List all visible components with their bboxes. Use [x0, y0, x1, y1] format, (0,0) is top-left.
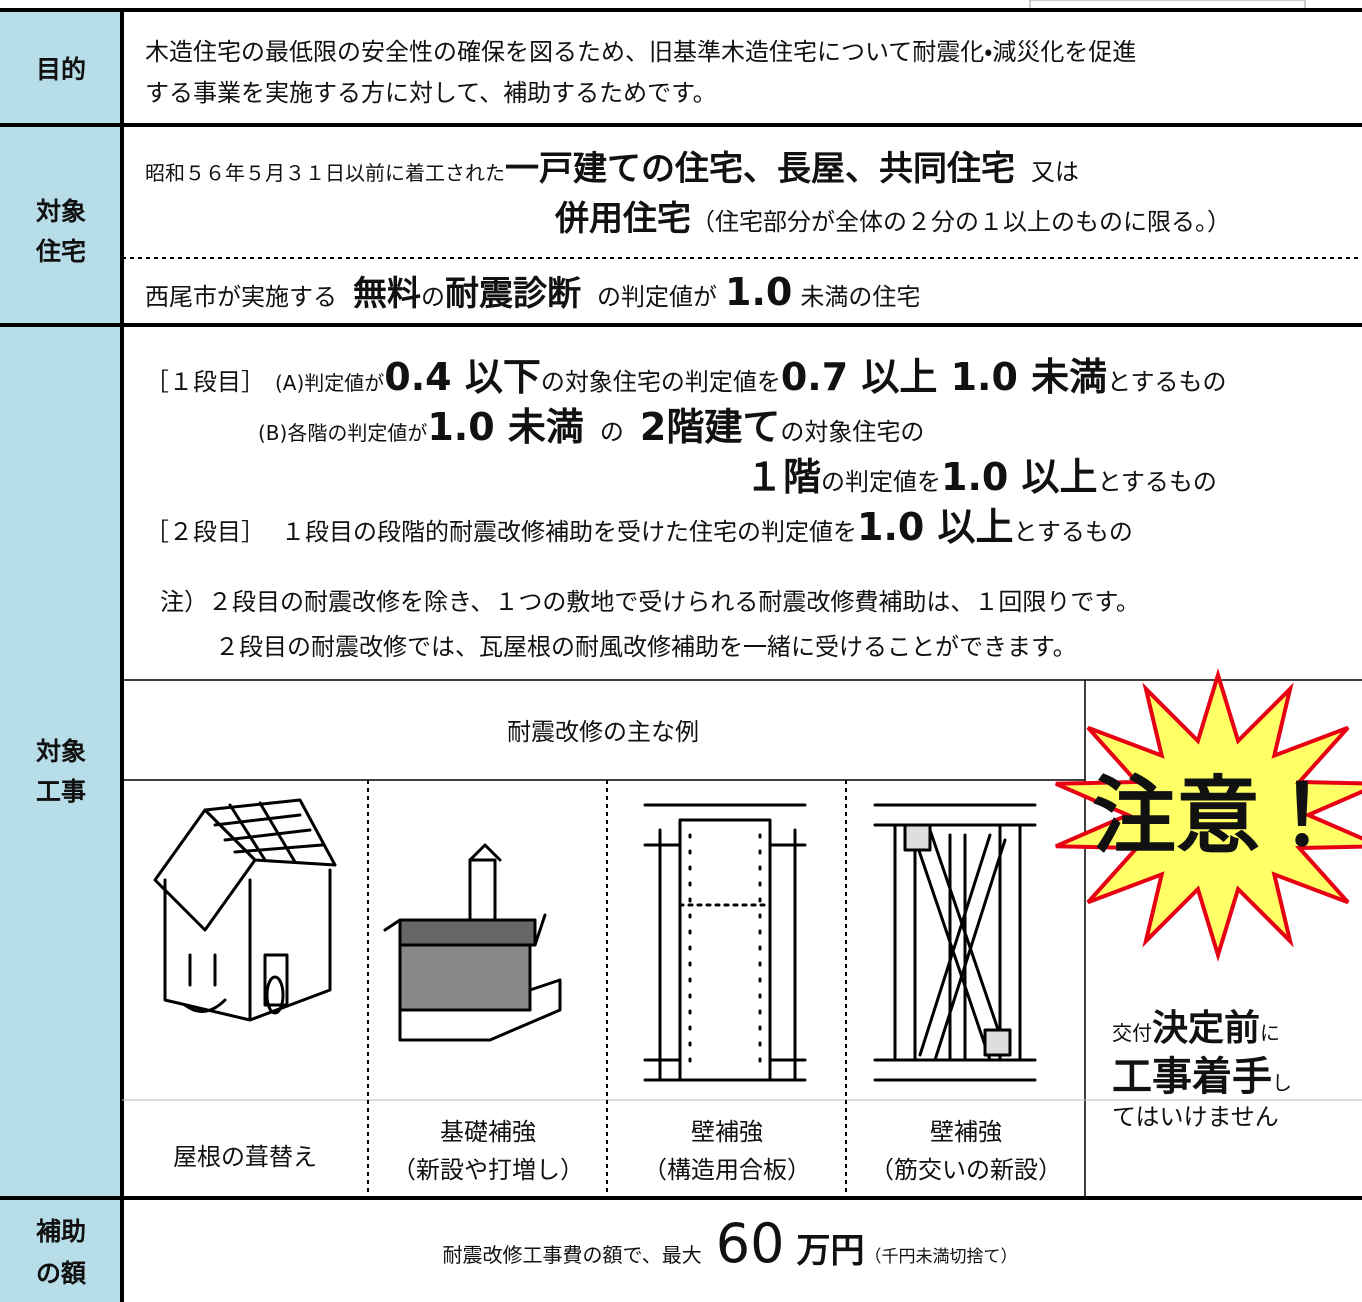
- emphasis: 0.4 以下: [384, 355, 541, 399]
- illustration-roof: [153, 798, 337, 1022]
- emphasis: 1.0 以上: [857, 505, 1014, 549]
- emphasis: 1.0 未満: [427, 405, 584, 449]
- warning-text: 交付決定前に: [1112, 1008, 1280, 1049]
- text: 西尾市が実施する: [145, 283, 337, 311]
- emphasis: 決定前: [1152, 1008, 1260, 1049]
- emphasis: 1.0: [725, 270, 792, 314]
- example-caption: 屋根の葺替え: [173, 1143, 317, 1171]
- text-line: ［１段目］ (A)判定値が0.4 以下の対象住宅の判定値を0.7 以上 1.0 未…: [145, 355, 1226, 399]
- emphasis: １階: [745, 455, 821, 499]
- text-line: ［２段目］ １段目の段階的耐震改修補助を受けた住宅の判定値を1.0 以上とするもの: [145, 505, 1133, 549]
- text: (A)判定値が: [275, 371, 384, 395]
- emphasis: 万円: [796, 1231, 864, 1271]
- text: 交付: [1112, 1021, 1152, 1045]
- example-caption: 基礎補強: [440, 1118, 536, 1146]
- text: に: [1260, 1021, 1280, 1045]
- text: の: [421, 283, 445, 311]
- emphasis: 0.7 以上 1.0 未満: [781, 355, 1107, 399]
- text: とするもの: [1014, 518, 1133, 546]
- emphasis: 耐震診断: [445, 274, 581, 314]
- text-line: １階の判定値を1.0 以上とするもの: [745, 455, 1217, 499]
- text: 耐震改修工事費の額で、最大: [443, 1243, 702, 1267]
- illustration-plywood: [643, 803, 807, 1082]
- text-line: (B)各階の判定値が1.0 未満の 2階建ての対象住宅の: [258, 405, 924, 449]
- row-label: 補助: [36, 1217, 86, 1246]
- text: ［１段目］: [145, 368, 265, 396]
- text: し: [1272, 1071, 1292, 1095]
- row-label: 対象: [36, 197, 86, 226]
- text: とするもの: [1107, 368, 1226, 396]
- starburst: [1055, 668, 1362, 962]
- text: の判定値が: [597, 283, 717, 311]
- text: 又は: [1031, 158, 1079, 186]
- text-line: する事業を実施する方に対して、補助するためです。: [145, 79, 717, 107]
- text: 未満の住宅: [800, 283, 920, 311]
- emphasis: 2階建て: [640, 405, 780, 449]
- note: 注）２段目の耐震改修を除き、１つの敷地で受けられる耐震改修費補助は、１回限りです…: [160, 588, 1140, 616]
- example-caption: 壁補強: [930, 1118, 1002, 1146]
- label-column: [0, 10, 122, 1302]
- example-caption: 壁補強: [691, 1118, 763, 1146]
- example-caption: （筋交いの新設）: [870, 1156, 1062, 1184]
- row-label: の額: [36, 1259, 87, 1288]
- text: の判定値を: [821, 468, 941, 496]
- emphasis: 一戸建ての住宅、長屋、共同住宅: [505, 149, 1015, 189]
- illustration-foundation: [383, 843, 562, 1042]
- row-label: 対象: [36, 737, 86, 766]
- illustration-brace: [873, 803, 1037, 1082]
- row-label: 工事: [36, 777, 86, 806]
- example-caption: （新設や打増し）: [392, 1156, 584, 1184]
- text: 昭和５６年５月３１日以前に着工された: [145, 161, 505, 185]
- row-label: 目的: [36, 55, 86, 84]
- text: ［２段目］: [145, 518, 265, 546]
- emphasis: 工事着手: [1112, 1054, 1272, 1100]
- text: １段目の段階的耐震改修補助を受けた住宅の判定値を: [281, 518, 857, 546]
- text-line: 耐震改修工事費の額で、最大 60 万円（千円未満切捨て）: [443, 1212, 1018, 1275]
- warning-text: 工事着手し: [1112, 1054, 1292, 1100]
- note: ２段目の耐震改修では、瓦屋根の耐風改修補助を一緒に受けることができます。: [215, 633, 1077, 661]
- emphasis: 60: [716, 1212, 785, 1275]
- emphasis: 1.0 以上: [941, 455, 1098, 499]
- text-line: 昭和５６年５月３１日以前に着工された一戸建ての住宅、長屋、共同住宅 又は: [145, 149, 1079, 189]
- text-line: 木造住宅の最低限の安全性の確保を図るため、旧基準木造住宅について耐震化・減災化を…: [145, 38, 1136, 66]
- warning-text: てはいけません: [1112, 1103, 1279, 1131]
- text: （千円未満切捨て）: [864, 1247, 1017, 1267]
- text-line: 併用住宅（住宅部分が全体の２分の１以上のものに限る。）: [554, 199, 1231, 239]
- examples-title: 耐震改修の主な例: [507, 718, 699, 746]
- text: とするもの: [1098, 468, 1217, 496]
- text: の対象住宅の: [780, 418, 924, 446]
- emphasis: 無料: [353, 274, 421, 314]
- emphasis: 併用住宅: [554, 199, 691, 239]
- row-label: 住宅: [35, 237, 86, 266]
- text: （住宅部分が全体の２分の１以上のものに限る。）: [691, 208, 1231, 236]
- warning-badge: 注意！: [1092, 767, 1344, 865]
- text: の対象住宅の判定値を: [541, 368, 781, 396]
- text: の: [600, 418, 624, 446]
- text: (B)各階の判定値が: [258, 421, 427, 445]
- text-line: 西尾市が実施する 無料の耐震診断 の判定値が 1.0 未満の住宅: [145, 270, 920, 314]
- example-caption: （構造用合板）: [643, 1156, 811, 1184]
